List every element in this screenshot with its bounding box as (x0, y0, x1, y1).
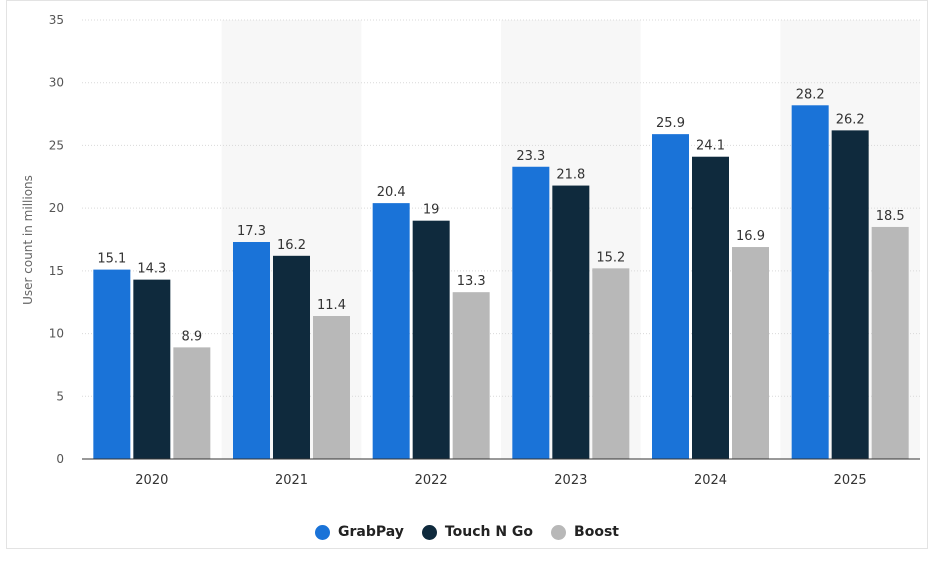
bar-touch-n-go-2020[interactable] (133, 279, 171, 459)
value-label-touch-n-go-2025: 26.2 (836, 112, 865, 127)
x-axis-ticks: 2020 2021 2022 2023 2024 2025 (135, 473, 866, 488)
y-tick-10: 10 (49, 327, 64, 341)
bar-touch-n-go-2023[interactable] (552, 185, 590, 459)
y-tick-5: 5 (56, 389, 64, 403)
value-label-boost-2024: 16.9 (736, 229, 765, 244)
legend-item-grabpay[interactable]: GrabPay (315, 524, 404, 540)
value-label-grabpay-2022: 20.4 (377, 185, 406, 200)
x-tick-2021: 2021 (275, 473, 308, 488)
bar-boost-2022[interactable] (452, 292, 490, 459)
value-label-touch-n-go-2021: 16.2 (277, 238, 306, 253)
value-label-touch-n-go-2023: 21.8 (556, 168, 585, 183)
bar-boost-2020[interactable] (173, 347, 211, 459)
bar-grabpay-2022[interactable] (372, 203, 410, 459)
y-axis-ticks: 0 5 10 15 20 25 30 35 (49, 13, 64, 466)
y-tick-30: 30 (49, 76, 64, 90)
legend: GrabPay Touch N Go Boost (0, 520, 934, 544)
value-label-touch-n-go-2024: 24.1 (696, 139, 725, 154)
y-tick-0: 0 (56, 452, 64, 466)
value-label-boost-2020: 8.9 (181, 329, 202, 344)
value-label-grabpay-2023: 23.3 (516, 149, 545, 164)
x-tick-2023: 2023 (554, 473, 587, 488)
bar-boost-2023[interactable] (592, 268, 630, 459)
bar-boost-2024[interactable] (732, 247, 769, 459)
legend-dot-touch-n-go (421, 524, 437, 540)
bar-touch-n-go-2024[interactable] (692, 156, 729, 459)
legend-item-touch-n-go[interactable]: Touch N Go (421, 524, 534, 540)
x-tick-2024: 2024 (694, 473, 727, 488)
bar-touch-n-go-2021[interactable] (273, 255, 310, 459)
value-label-touch-n-go-2022: 19 (423, 203, 440, 218)
bar-grabpay-2025[interactable] (791, 105, 829, 459)
y-axis-label: User count in millions (21, 175, 35, 305)
y-tick-15: 15 (49, 264, 64, 278)
legend-item-boost[interactable]: Boost (551, 524, 619, 540)
y-tick-20: 20 (49, 201, 64, 215)
value-label-boost-2025: 18.5 (876, 209, 905, 224)
legend-dot-boost (551, 524, 567, 540)
bar-boost-2025[interactable] (871, 226, 909, 459)
legend-label-grabpay: GrabPay (338, 524, 404, 540)
y-tick-35: 35 (49, 13, 64, 27)
legend-label-touch-n-go: Touch N Go (444, 524, 534, 540)
value-label-boost-2021: 11.4 (317, 298, 346, 313)
value-label-grabpay-2021: 17.3 (237, 224, 266, 239)
bar-touch-n-go-2022[interactable] (412, 220, 450, 459)
bar-boost-2021[interactable] (313, 316, 350, 459)
legend-dot-grabpay (315, 524, 331, 540)
x-tick-2022: 2022 (415, 473, 448, 488)
value-label-boost-2023: 15.2 (596, 250, 625, 265)
bar-grabpay-2021[interactable] (233, 242, 270, 459)
bar-touch-n-go-2025[interactable] (831, 130, 869, 459)
bar-grabpay-2024[interactable] (652, 134, 689, 459)
value-label-touch-n-go-2020: 14.3 (137, 262, 166, 277)
x-tick-2020: 2020 (135, 473, 168, 488)
legend-label-boost: Boost (574, 524, 619, 540)
y-tick-25: 25 (49, 138, 64, 152)
value-labels: 15.1 14.3 8.9 17.3 16.2 11.4 20.4 19 13.3 23.3 21.… (97, 87, 904, 344)
value-label-boost-2022: 13.3 (457, 274, 486, 289)
value-label-grabpay-2020: 15.1 (97, 252, 126, 267)
bar-grabpay-2020[interactable] (93, 269, 131, 459)
value-label-grabpay-2024: 25.9 (656, 116, 685, 131)
bars (93, 105, 909, 459)
value-label-grabpay-2025: 28.2 (796, 87, 825, 102)
bar-grabpay-2023[interactable] (512, 166, 550, 459)
x-tick-2025: 2025 (834, 473, 867, 488)
